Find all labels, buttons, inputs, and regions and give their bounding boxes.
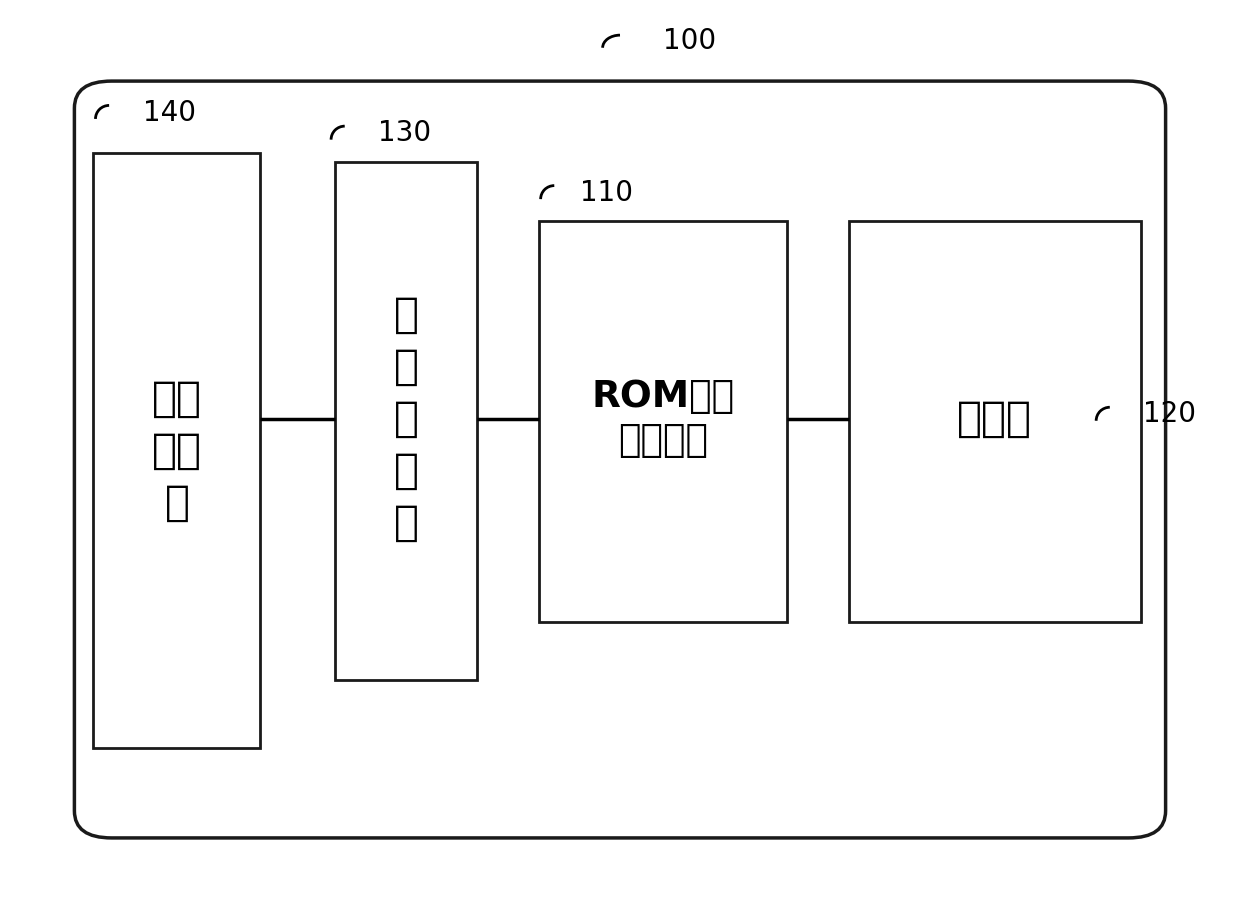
Text: 130: 130 — [378, 119, 432, 148]
Text: 100: 100 — [663, 26, 717, 55]
Text: 数
据
选
择
器: 数 据 选 择 器 — [394, 294, 419, 544]
Text: 120: 120 — [1143, 400, 1197, 429]
Text: ROM数据
加载模块: ROM数据 加载模块 — [591, 378, 735, 460]
Text: 140: 140 — [143, 98, 196, 127]
Bar — [849, 221, 1141, 622]
Bar — [93, 153, 260, 748]
FancyBboxPatch shape — [74, 81, 1166, 838]
Bar — [539, 221, 787, 622]
Text: 只读
存储
器: 只读 存储 器 — [153, 378, 202, 523]
Text: 110: 110 — [580, 178, 634, 207]
Text: 处理器: 处理器 — [957, 398, 1032, 440]
Bar — [335, 162, 477, 680]
